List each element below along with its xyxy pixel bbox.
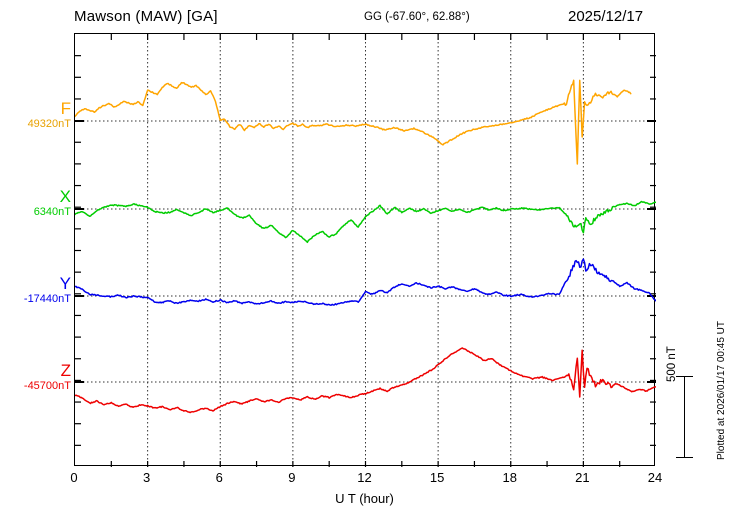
component-baseline-f: 49320nT [27,118,71,130]
component-symbol-y: Y [59,274,71,293]
x-axis-tick-labels: 0 3 6 9 12 15 18 21 24 [70,470,662,488]
x-tick-label-3: 3 [143,470,151,485]
scale-bar-label: 500 nT [666,346,678,382]
component-label-x: X 6340nT [0,188,71,219]
component-baseline-z: -45700nT [23,380,71,392]
x-tick-label-15: 15 [429,470,445,485]
component-label-z: Z -45700nT [0,362,71,393]
geographic-coordinates: GG (-67.60°, 62.88°) [364,11,470,23]
x-tick-label-0: 0 [70,470,78,485]
magnetogram-traces [75,34,656,467]
x-tick-label-9: 9 [288,470,296,485]
component-symbol-z: Z [60,361,71,380]
component-baseline-x: 6340nT [33,206,71,218]
x-tick-label-24: 24 [647,470,663,485]
page-title: Mawson (MAW) [GA] [74,8,218,25]
component-label-f: F 49320nT [0,100,71,131]
x-axis-title: U T (hour) [335,491,394,506]
scale-bar-line [684,376,686,458]
plotted-timestamp: Plotted at 2026/01/17 00:45 UT [716,321,727,460]
x-tick-label-21: 21 [575,470,590,485]
scale-bar-bottom-cap [676,456,693,458]
component-label-y: Y -17440nT [0,275,71,306]
x-tick-label-6: 6 [215,470,223,485]
component-symbol-x: X [59,187,71,206]
x-tick-label-12: 12 [357,470,372,485]
magnetogram-plot-area [74,33,656,467]
amplitude-scale-bar [672,376,696,458]
observation-date: 2025/12/17 [568,8,644,25]
x-tick-label-18: 18 [502,470,517,485]
component-baseline-y: -17440nT [23,293,71,305]
component-symbol-f: F [60,99,71,118]
